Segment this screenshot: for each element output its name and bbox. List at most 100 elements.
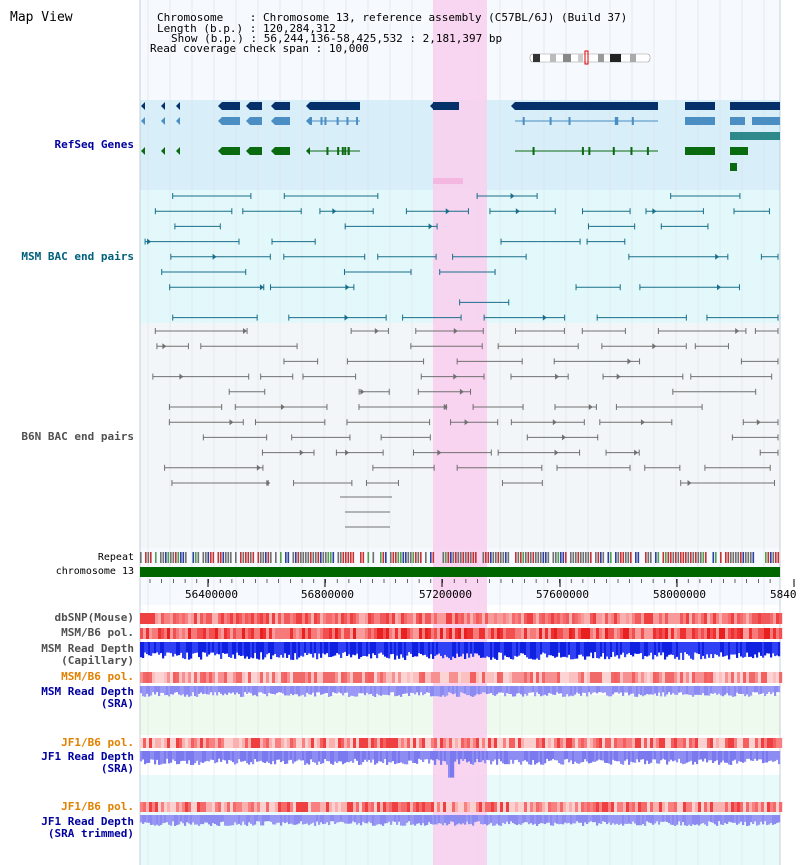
- gene-block[interactable]: [275, 117, 290, 125]
- strip-cell: [197, 738, 201, 748]
- gene-exon[interactable]: [568, 117, 571, 125]
- gene-block[interactable]: [685, 117, 715, 125]
- msm-bac-track[interactable]: [144, 193, 779, 321]
- gene-block[interactable]: [730, 163, 737, 171]
- gene-arrow[interactable]: [218, 102, 222, 110]
- track-label-b6n-bac[interactable]: B6N BAC end pairs: [21, 430, 134, 443]
- depth-bar: [564, 686, 567, 697]
- refseq-track[interactable]: [141, 102, 780, 184]
- depth-bar: [158, 815, 161, 826]
- repeat-track[interactable]: [140, 552, 780, 563]
- gene-exon[interactable]: [341, 147, 344, 155]
- gene-block[interactable]: [222, 102, 240, 110]
- gene-exon[interactable]: [336, 117, 339, 125]
- gene-block[interactable]: [250, 102, 262, 110]
- gene-arrow[interactable]: [430, 102, 434, 110]
- depth-bar: [240, 751, 243, 762]
- strip-cell: [407, 672, 411, 683]
- gene-exon[interactable]: [532, 147, 535, 155]
- gene-arrow[interactable]: [141, 147, 145, 155]
- gene-arrow[interactable]: [176, 117, 180, 125]
- gene-arrow[interactable]: [271, 117, 275, 125]
- chromosome-13-bar[interactable]: [140, 567, 780, 577]
- strip-cell: [503, 802, 507, 812]
- gene-exon[interactable]: [347, 147, 350, 155]
- gene-arrow[interactable]: [176, 102, 180, 110]
- jf1-depth-sra[interactable]: [140, 751, 781, 778]
- depth-bar: [510, 642, 513, 660]
- gene-arrow[interactable]: [306, 147, 310, 155]
- gene-arrow[interactable]: [161, 102, 165, 110]
- gene-exon[interactable]: [616, 117, 619, 125]
- dbsnp-strip[interactable]: [140, 613, 783, 624]
- gene-exon[interactable]: [630, 147, 633, 155]
- gene-arrow[interactable]: [271, 147, 275, 155]
- gene-block[interactable]: [250, 147, 262, 155]
- gene-exon[interactable]: [588, 147, 591, 155]
- gene-arrow[interactable]: [246, 117, 250, 125]
- gene-exon[interactable]: [324, 117, 327, 125]
- gene-exon[interactable]: [346, 117, 349, 125]
- jf1-pol-2-strip[interactable]: [140, 802, 783, 812]
- gene-arrow[interactable]: [161, 117, 165, 125]
- gene-exon[interactable]: [646, 147, 649, 155]
- gene-block[interactable]: [250, 117, 262, 125]
- depth-bar: [366, 686, 369, 693]
- gene-arrow[interactable]: [161, 147, 165, 155]
- strip-cell: [215, 672, 219, 683]
- gene-exon[interactable]: [581, 147, 584, 155]
- gene-arrow[interactable]: [271, 102, 275, 110]
- gene-arrow[interactable]: [306, 117, 310, 125]
- gene-block[interactable]: [685, 147, 715, 155]
- gene-arrow[interactable]: [141, 102, 145, 110]
- gene-arrow[interactable]: [246, 147, 250, 155]
- repeat-element: [635, 552, 637, 563]
- gene-exon[interactable]: [356, 117, 359, 125]
- msm-pol-strip[interactable]: [140, 628, 783, 639]
- gene-arrow[interactable]: [218, 117, 222, 125]
- gene-block[interactable]: [275, 147, 290, 155]
- gene-arrow[interactable]: [218, 147, 222, 155]
- gene-block[interactable]: [752, 117, 780, 125]
- gene-block[interactable]: [730, 147, 748, 155]
- gene-exon[interactable]: [326, 147, 329, 155]
- msm-depth-capillary[interactable]: [140, 642, 781, 660]
- track-label-msm-bac[interactable]: MSM BAC end pairs: [21, 250, 134, 263]
- msm-depth-sra[interactable]: [140, 686, 781, 697]
- gene-arrow[interactable]: [511, 102, 515, 110]
- gene-block[interactable]: [730, 102, 780, 110]
- b6n-bac-track[interactable]: [152, 328, 779, 528]
- jf1-pol-strip[interactable]: [140, 738, 783, 748]
- gene-exon[interactable]: [320, 117, 323, 125]
- strip-cell: [512, 628, 516, 639]
- gene-exon[interactable]: [310, 117, 313, 125]
- gene-block[interactable]: [222, 147, 240, 155]
- gene-block[interactable]: [730, 117, 745, 125]
- highlight-region[interactable]: [433, 0, 487, 865]
- jf1-depth-trimmed[interactable]: [140, 815, 781, 826]
- gene-block[interactable]: [685, 102, 715, 110]
- gene-block[interactable]: [515, 102, 658, 110]
- gene-arrow[interactable]: [306, 102, 310, 110]
- chromosome-ideogram[interactable]: [529, 50, 651, 65]
- msm-pol-2-strip[interactable]: [140, 672, 783, 683]
- gene-exon[interactable]: [522, 117, 525, 125]
- gene-block[interactable]: [222, 117, 240, 125]
- gene-block[interactable]: [730, 132, 780, 140]
- gene-exon[interactable]: [612, 147, 615, 155]
- gene-arrow[interactable]: [141, 117, 145, 125]
- gene-exon[interactable]: [549, 117, 552, 125]
- gene-exon[interactable]: [344, 147, 347, 155]
- gene-exon[interactable]: [614, 117, 617, 125]
- chromosome-bar[interactable]: [140, 567, 780, 577]
- gene-exon[interactable]: [631, 117, 634, 125]
- track-label-refseq[interactable]: RefSeq Genes: [54, 138, 134, 151]
- gene-exon[interactable]: [337, 147, 340, 155]
- strip-cell: [605, 802, 609, 812]
- gene-arrow[interactable]: [176, 147, 180, 155]
- gene-arrow[interactable]: [246, 102, 250, 110]
- gene-block[interactable]: [433, 102, 459, 110]
- gene-block[interactable]: [310, 102, 360, 110]
- gene-block[interactable]: [275, 102, 290, 110]
